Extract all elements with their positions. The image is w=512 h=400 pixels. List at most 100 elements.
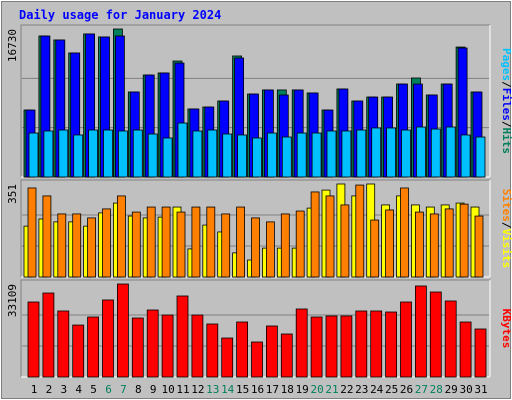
bar: [444, 208, 454, 278]
bar: [445, 126, 456, 178]
bar: [386, 127, 397, 178]
bar: [430, 128, 441, 178]
legend: KBytes: [500, 309, 512, 349]
x-tick-label: 14: [221, 383, 235, 396]
bar: [103, 129, 113, 178]
x-tick-label: 9: [150, 383, 157, 396]
bar: [341, 130, 352, 178]
x-tick-label: 30: [459, 383, 472, 396]
bar: [191, 206, 201, 278]
legend-separator: /: [500, 222, 512, 229]
x-tick-label: 10: [161, 383, 174, 396]
x-tick-label: 5: [90, 383, 97, 396]
bar: [87, 217, 96, 278]
bar: [280, 333, 293, 378]
bar: [237, 134, 248, 178]
bar: [147, 133, 158, 178]
x-tick-label: 22: [340, 383, 353, 396]
x-tick-label: 25: [385, 383, 398, 396]
bar: [429, 213, 439, 278]
bar: [310, 191, 320, 278]
legend-entry: Pages: [500, 48, 512, 81]
bar: [370, 219, 380, 278]
bar: [311, 132, 322, 178]
bar: [87, 316, 99, 378]
x-tick-label: 19: [296, 383, 309, 396]
bar: [295, 308, 308, 378]
bar: [355, 310, 368, 378]
bar: [72, 213, 82, 278]
legend-entry: Hits: [500, 128, 512, 155]
bar: [414, 285, 427, 378]
legend-entry: Visits: [500, 229, 512, 269]
legend-separator: /: [500, 121, 512, 128]
x-tick-label: 8: [135, 383, 142, 396]
bar: [340, 315, 353, 378]
bar: [58, 129, 69, 178]
x-tick-label: 1: [31, 383, 38, 396]
bar: [325, 315, 338, 378]
bar: [295, 210, 305, 278]
bar: [73, 134, 84, 178]
bar: [42, 195, 52, 278]
bar: [57, 213, 67, 278]
y-tick-label: 351: [6, 184, 19, 204]
bar: [222, 133, 233, 178]
x-tick-label: 2: [46, 383, 53, 396]
x-tick-label: 4: [75, 383, 82, 396]
bar: [28, 132, 39, 178]
x-tick-label: 20: [310, 383, 323, 396]
bar: [88, 129, 98, 178]
x-tick-label: 16: [251, 383, 264, 396]
bar: [191, 314, 204, 378]
x-tick-label: 7: [120, 383, 127, 396]
bar: [221, 213, 231, 278]
legend: Sites/Visits: [500, 189, 512, 269]
bar: [414, 211, 424, 278]
x-tick-label: 3: [60, 383, 67, 396]
chart-title: Daily usage for January 2024: [19, 8, 221, 22]
bar: [400, 187, 409, 278]
bar: [266, 132, 277, 178]
bar: [371, 127, 382, 178]
bar: [385, 311, 398, 378]
legend: Pages/Files/Hits: [500, 48, 512, 154]
bar: [474, 328, 487, 378]
bar: [251, 217, 260, 278]
bar: [252, 137, 262, 178]
bar: [356, 129, 367, 178]
x-tick-label: 6: [105, 383, 112, 396]
bar: [236, 206, 246, 278]
bar: [265, 221, 275, 278]
bar: [27, 301, 40, 378]
bar: [131, 317, 144, 378]
bar: [221, 337, 234, 378]
x-tick-label: 23: [355, 383, 368, 396]
bar: [444, 300, 457, 378]
bar: [146, 206, 156, 278]
bar: [207, 129, 218, 178]
bar: [281, 136, 292, 178]
bar: [162, 137, 173, 178]
x-tick-label: 15: [236, 383, 249, 396]
y-tick-label: 16730: [6, 29, 19, 62]
x-tick-label: 27: [415, 383, 428, 396]
x-tick-label: 29: [445, 383, 458, 396]
bar: [161, 314, 174, 378]
bar: [265, 325, 278, 378]
bar: [326, 130, 337, 178]
bar: [296, 132, 307, 178]
x-tick-label: 12: [191, 383, 204, 396]
bar: [43, 130, 54, 178]
bar: [206, 323, 219, 378]
bar: [310, 316, 323, 378]
x-tick-label: 28: [430, 383, 443, 396]
bar: [415, 126, 426, 178]
bar: [176, 295, 189, 378]
bar: [206, 206, 216, 278]
x-tick-label: 24: [370, 383, 384, 396]
x-tick-label: 13: [206, 383, 219, 396]
bar: [460, 134, 471, 178]
